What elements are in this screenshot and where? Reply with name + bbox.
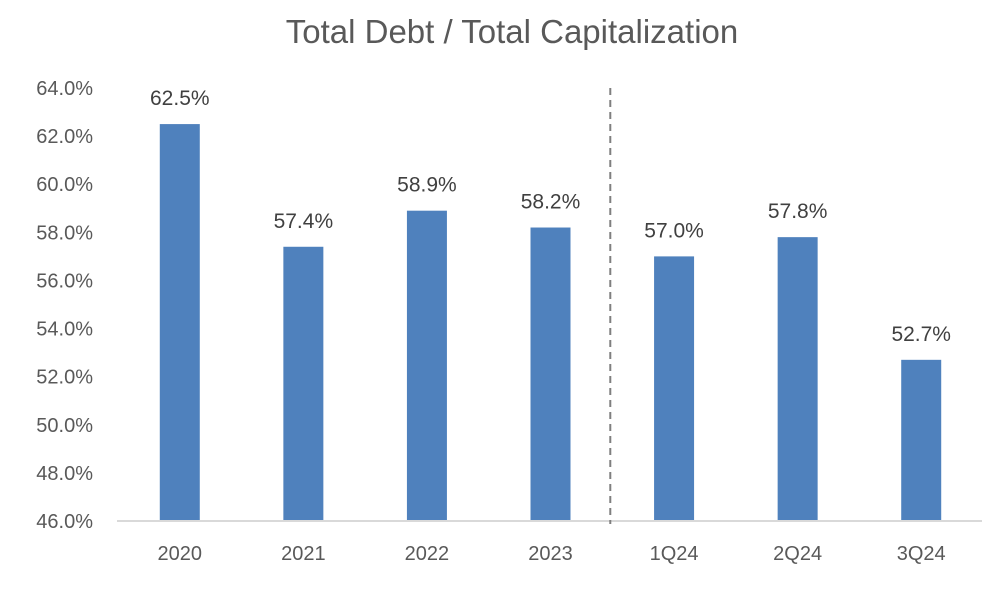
y-tick-label: 62.0% — [36, 126, 93, 148]
x-tick-label: 2022 — [405, 543, 450, 565]
y-tick-label: 50.0% — [36, 415, 93, 437]
data-label-2q24: 57.8% — [768, 200, 828, 223]
data-labels: 62.5% 57.4% 58.9% 58.2% 57.0% 57.8% 52.7% — [150, 87, 951, 346]
bar-2021 — [283, 246, 324, 521]
y-tick-label: 48.0% — [36, 463, 93, 485]
data-label-2022: 58.9% — [397, 174, 457, 197]
bar-2q24 — [777, 237, 818, 521]
y-tick-label: 60.0% — [36, 174, 93, 196]
y-tick-label: 64.0% — [36, 78, 93, 100]
x-tick-label: 1Q24 — [650, 543, 699, 565]
y-tick-label: 52.0% — [36, 367, 93, 389]
bar-2020 — [159, 124, 200, 521]
data-label-2021: 57.4% — [274, 210, 334, 233]
x-tick-label: 2021 — [281, 543, 326, 565]
y-tick-label: 56.0% — [36, 270, 93, 292]
x-axis-ticks: 2020 2021 2022 2023 1Q24 2Q24 3Q24 — [158, 543, 946, 565]
bar-series — [159, 124, 942, 521]
y-tick-label: 58.0% — [36, 222, 93, 244]
x-tick-label: 3Q24 — [897, 543, 946, 565]
bar-2022 — [406, 210, 447, 521]
data-label-3q24: 52.7% — [891, 323, 951, 346]
y-axis-ticks: 46.0% 48.0% 50.0% 52.0% 54.0% 56.0% 58.0% 60.0%… — [36, 78, 93, 533]
y-tick-label: 54.0% — [36, 319, 93, 341]
chart-title: Total Debt / Total Capitalization — [286, 13, 738, 50]
bar-3q24 — [901, 359, 942, 521]
x-tick-label: 2Q24 — [773, 543, 822, 565]
data-label-1q24: 57.0% — [644, 219, 704, 242]
y-tick-label: 46.0% — [36, 511, 93, 533]
x-tick-label: 2023 — [528, 543, 573, 565]
data-label-2023: 58.2% — [521, 191, 581, 214]
data-label-2020: 62.5% — [150, 87, 210, 110]
x-tick-label: 2020 — [158, 543, 203, 565]
bar-2023 — [530, 227, 571, 521]
bar-1q24 — [654, 256, 695, 521]
